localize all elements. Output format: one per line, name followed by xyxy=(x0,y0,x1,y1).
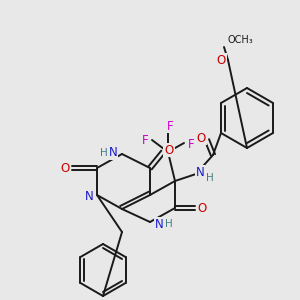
Text: N: N xyxy=(85,190,93,202)
Text: N: N xyxy=(154,218,164,230)
Text: N: N xyxy=(109,146,117,160)
Text: F: F xyxy=(188,137,194,151)
Text: OCH₃: OCH₃ xyxy=(227,35,253,45)
Text: O: O xyxy=(197,202,207,214)
Text: O: O xyxy=(196,131,206,145)
Text: H: H xyxy=(165,219,173,229)
Text: F: F xyxy=(167,119,173,133)
Text: O: O xyxy=(164,143,174,157)
Text: F: F xyxy=(142,134,148,148)
Text: N: N xyxy=(196,166,204,178)
Text: H: H xyxy=(206,173,214,183)
Text: O: O xyxy=(216,53,226,67)
Text: H: H xyxy=(100,148,108,158)
Text: O: O xyxy=(60,161,70,175)
